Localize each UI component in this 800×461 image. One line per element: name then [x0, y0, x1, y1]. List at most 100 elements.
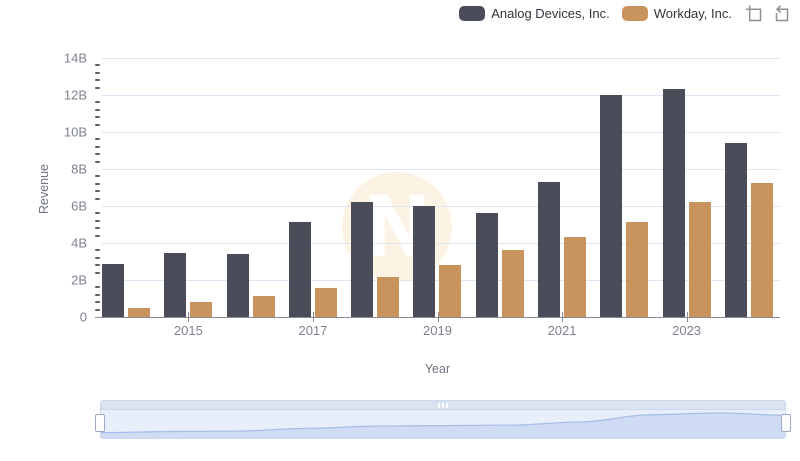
- bar-analog-devices-inc-2017[interactable]: [288, 222, 311, 317]
- y-minor-tick: [95, 227, 100, 230]
- y-minor-tick: [95, 138, 100, 141]
- y-minor-tick: [95, 160, 100, 163]
- y-minor-tick: [95, 286, 100, 289]
- x-tick-label-2021: 2021: [547, 323, 577, 338]
- gridline-10B: [102, 131, 780, 133]
- bar-group-2015: [157, 59, 219, 317]
- gridline-6B: [102, 205, 780, 207]
- y-minor-tick: [95, 308, 100, 311]
- bar-workday-inc-2016[interactable]: [252, 295, 275, 317]
- y-minor-tick: [95, 293, 100, 296]
- x-axis-title: Year: [424, 362, 451, 376]
- gridline-4B: [102, 242, 780, 244]
- y-tick-label: 2B: [71, 272, 87, 288]
- bar-group-2024: [718, 59, 780, 317]
- y-minor-tick: [95, 79, 100, 82]
- bar-analog-devices-inc-2018[interactable]: [351, 201, 374, 317]
- y-tick-label: 8B: [71, 161, 87, 177]
- y-minor-tick: [95, 190, 100, 193]
- y-tick-label: 10B: [63, 124, 87, 140]
- bar-group-2020: [469, 59, 531, 317]
- bar-analog-devices-inc-2016[interactable]: [226, 253, 249, 317]
- y-minor-tick: [95, 145, 100, 148]
- bar-analog-devices-inc-2019[interactable]: [413, 206, 436, 317]
- bar-workday-inc-2017[interactable]: [314, 287, 337, 317]
- bar-analog-devices-inc-2023[interactable]: [662, 89, 685, 317]
- x-tick-2023: [686, 312, 688, 322]
- navigator-grip-icon[interactable]: [438, 402, 448, 408]
- legend-label-analog-devices: Analog Devices, Inc.: [491, 6, 610, 21]
- navigator-area-chart: [101, 412, 785, 438]
- y-minor-tick: [95, 175, 100, 178]
- y-minor-tick: [95, 101, 100, 104]
- legend-item-analog-devices[interactable]: Analog Devices, Inc.: [459, 6, 610, 21]
- bar-analog-devices-inc-2020[interactable]: [475, 213, 498, 317]
- y-minor-tick: [95, 301, 100, 304]
- bar-analog-devices-inc-2021[interactable]: [538, 181, 561, 317]
- navigator-preview[interactable]: [101, 410, 785, 438]
- bar-group-2023: [655, 59, 717, 317]
- legend-item-workday[interactable]: Workday, Inc.: [621, 6, 732, 21]
- gridline-14B: [102, 57, 780, 59]
- bar-group-2017: [282, 59, 344, 317]
- bar-analog-devices-inc-2024[interactable]: [724, 142, 747, 317]
- x-tick-2017: [312, 312, 314, 322]
- y-minor-tick: [95, 249, 100, 252]
- x-tick-label-2015: 2015: [173, 323, 203, 338]
- reset-zoom-icon: [775, 5, 789, 22]
- x-tick-2019: [437, 312, 439, 322]
- bar-group-2018: [344, 59, 406, 317]
- y-minor-tick: [95, 271, 100, 274]
- y-minor-tick: [95, 219, 100, 222]
- bar-analog-devices-inc-2014[interactable]: [102, 263, 125, 317]
- y-minor-tick: [95, 71, 100, 74]
- y-minor-tick: [95, 234, 100, 237]
- bar-workday-inc-2014[interactable]: [128, 308, 151, 317]
- gridline-12B: [102, 94, 780, 96]
- bar-workday-inc-2024[interactable]: [750, 182, 773, 317]
- reset-zoom-button[interactable]: [771, 4, 790, 23]
- range-navigator[interactable]: [95, 400, 791, 439]
- bar-workday-inc-2015[interactable]: [190, 302, 213, 317]
- y-minor-tick: [95, 108, 100, 111]
- y-minor-tick: [95, 153, 100, 156]
- x-tick-label-2023: 2023: [672, 323, 702, 338]
- legend: Analog Devices, Inc. Workday, Inc.: [459, 4, 790, 23]
- bar-group-2021: [531, 59, 593, 317]
- bar-workday-inc-2021[interactable]: [564, 237, 587, 317]
- navigator-left-handle[interactable]: [95, 414, 105, 432]
- zoom-selection-icon: [746, 5, 762, 22]
- plot-area: N 0 2B 4B 6B 8B 10B 12B 14B 2015 2017 2019 2021 202…: [64, 51, 780, 338]
- y-tick-label: 0: [79, 309, 87, 325]
- y-minor-tick: [95, 212, 100, 215]
- bar-analog-devices-inc-2015[interactable]: [164, 253, 187, 317]
- y-tick-label: 12B: [63, 87, 87, 103]
- x-tick-label-2017: 2017: [298, 323, 328, 338]
- y-tick-label: 14B: [63, 50, 87, 66]
- bar-workday-inc-2022[interactable]: [626, 221, 649, 317]
- bar-workday-inc-2018[interactable]: [377, 277, 400, 317]
- bar-group-2019: [406, 59, 468, 317]
- bar-workday-inc-2019[interactable]: [439, 264, 462, 317]
- bar-workday-inc-2023[interactable]: [688, 201, 711, 317]
- bar-group-2016: [220, 59, 282, 317]
- zoom-selection-button[interactable]: [744, 4, 763, 23]
- legend-swatch-workday: [621, 6, 648, 21]
- navigator-drag-bar[interactable]: [101, 401, 785, 410]
- gridline-8B: [102, 168, 780, 170]
- y-minor-tick: [95, 197, 100, 200]
- bar-workday-inc-2020[interactable]: [501, 249, 524, 317]
- y-minor-tick: [95, 264, 100, 267]
- bar-analog-devices-inc-2022[interactable]: [600, 94, 623, 317]
- y-minor-tick: [95, 123, 100, 126]
- y-minor-tick: [95, 116, 100, 119]
- navigator-right-handle[interactable]: [781, 414, 791, 432]
- x-tick-2015: [188, 312, 190, 322]
- y-minor-tick: [95, 182, 100, 185]
- legend-label-workday: Workday, Inc.: [653, 6, 732, 21]
- y-tick-label: 6B: [71, 198, 87, 214]
- y-tick-label: 4B: [71, 235, 87, 251]
- x-tick-2021: [562, 312, 564, 322]
- y-minor-tick: [95, 256, 100, 259]
